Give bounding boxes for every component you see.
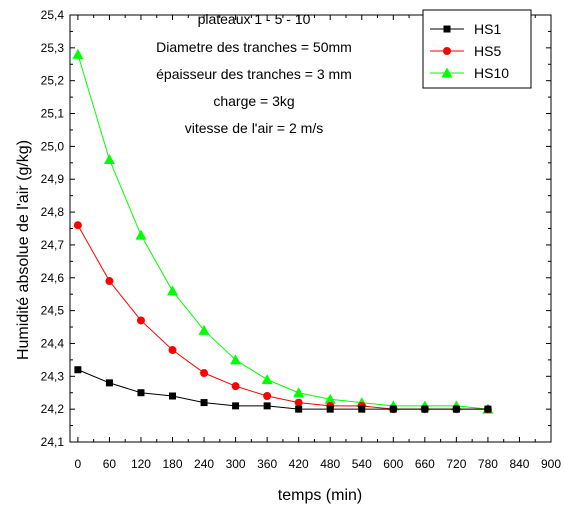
y-tick-label: 24,2 [41,402,65,416]
data-point [105,277,114,286]
data-point [232,402,240,410]
y-tick-label: 25,2 [41,74,65,88]
data-point [72,48,84,59]
legend-marker [443,47,451,55]
data-point [484,405,492,413]
data-point [168,346,177,355]
legend-box [422,9,532,89]
y-axis: 24,1 24,2 24,3 24,4 24,5 24,6 24,7 24,8 24,9 25,0… [41,8,551,449]
data-point [198,324,210,335]
data-point [200,399,208,407]
data-point [231,382,240,391]
y-tick-label: 25,1 [41,107,65,121]
x-tick-label: 240 [194,457,214,471]
series-layer [72,48,494,414]
data-point [358,405,366,413]
y-tick-label: 24,8 [41,205,65,219]
x-tick-label: 60 [103,457,117,471]
series-hs1 [74,366,492,413]
data-point [261,374,273,385]
x-tick-label: 300 [226,457,246,471]
data-point [230,354,242,365]
annotation-line: vitesse de l'air = 2 m/s [185,120,323,136]
data-point [103,154,115,165]
data-point [74,366,82,374]
legend-label: HS1 [474,21,501,37]
data-point [294,398,303,407]
data-point [105,379,113,387]
x-tick-label: 0 [75,457,82,471]
x-tick-label: 660 [415,457,435,471]
annotation-line: charge = 3kg [213,93,294,109]
data-point [389,405,397,413]
x-tick-label: 720 [446,457,466,471]
y-tick-label: 24,6 [41,271,65,285]
annotation-line: plateaux 1 - 5 - 10 [198,11,311,27]
series-line [77,54,488,410]
x-axis-title: temps (min) [278,487,362,504]
y-axis-title: Humidité absolue de l'air (g/kg) [15,140,32,360]
data-point [326,405,334,413]
data-point [137,389,145,397]
x-tick-label: 180 [162,457,182,471]
x-axis: 0 60 120 180 240 300 360 420 480 540 600 660 720 780 8… [75,15,561,471]
legend: HS1 HS5 HS10 [422,9,532,89]
data-point [263,392,272,401]
y-tick-label: 24,4 [41,336,65,350]
data-point [167,285,179,296]
x-tick-label: 360 [257,457,277,471]
y-tick-label: 25,4 [41,8,65,22]
x-tick-label: 900 [541,457,561,471]
series-hs5 [73,221,492,414]
series-line [77,369,488,410]
data-point [169,392,177,400]
annotations: plateaux 1 - 5 - 10 Diametre des tranches… [156,11,352,136]
data-point [421,405,429,413]
x-tick-label: 120 [131,457,151,471]
data-point [136,316,145,325]
data-point [293,387,305,398]
legend-marker [443,25,451,33]
data-point [324,393,336,404]
legend-marker [441,67,453,78]
legend-label: HS10 [474,65,509,81]
data-point [135,229,147,240]
y-tick-label: 25,3 [41,41,65,55]
y-tick-label: 24,9 [41,172,65,186]
x-tick-label: 780 [478,457,498,471]
y-tick-label: 24,1 [41,435,65,449]
y-tick-label: 24,3 [41,369,65,383]
y-tick-label: 24,5 [41,304,65,318]
data-point [73,221,82,230]
legend-label: HS5 [474,43,501,59]
data-point [452,405,460,413]
annotation-line: Diametre des tranches = 50mm [156,39,352,55]
data-point [295,405,303,413]
x-tick-label: 600 [383,457,403,471]
x-tick-label: 840 [509,457,529,471]
data-point [263,402,271,410]
x-tick-label: 480 [320,457,340,471]
y-tick-label: 24,7 [41,238,65,252]
annotation-line: épaisseur des tranches = 3 mm [156,66,352,82]
x-tick-label: 420 [289,457,309,471]
data-point [200,369,209,378]
y-tick-label: 25,0 [41,139,65,153]
x-tick-label: 540 [352,457,372,471]
